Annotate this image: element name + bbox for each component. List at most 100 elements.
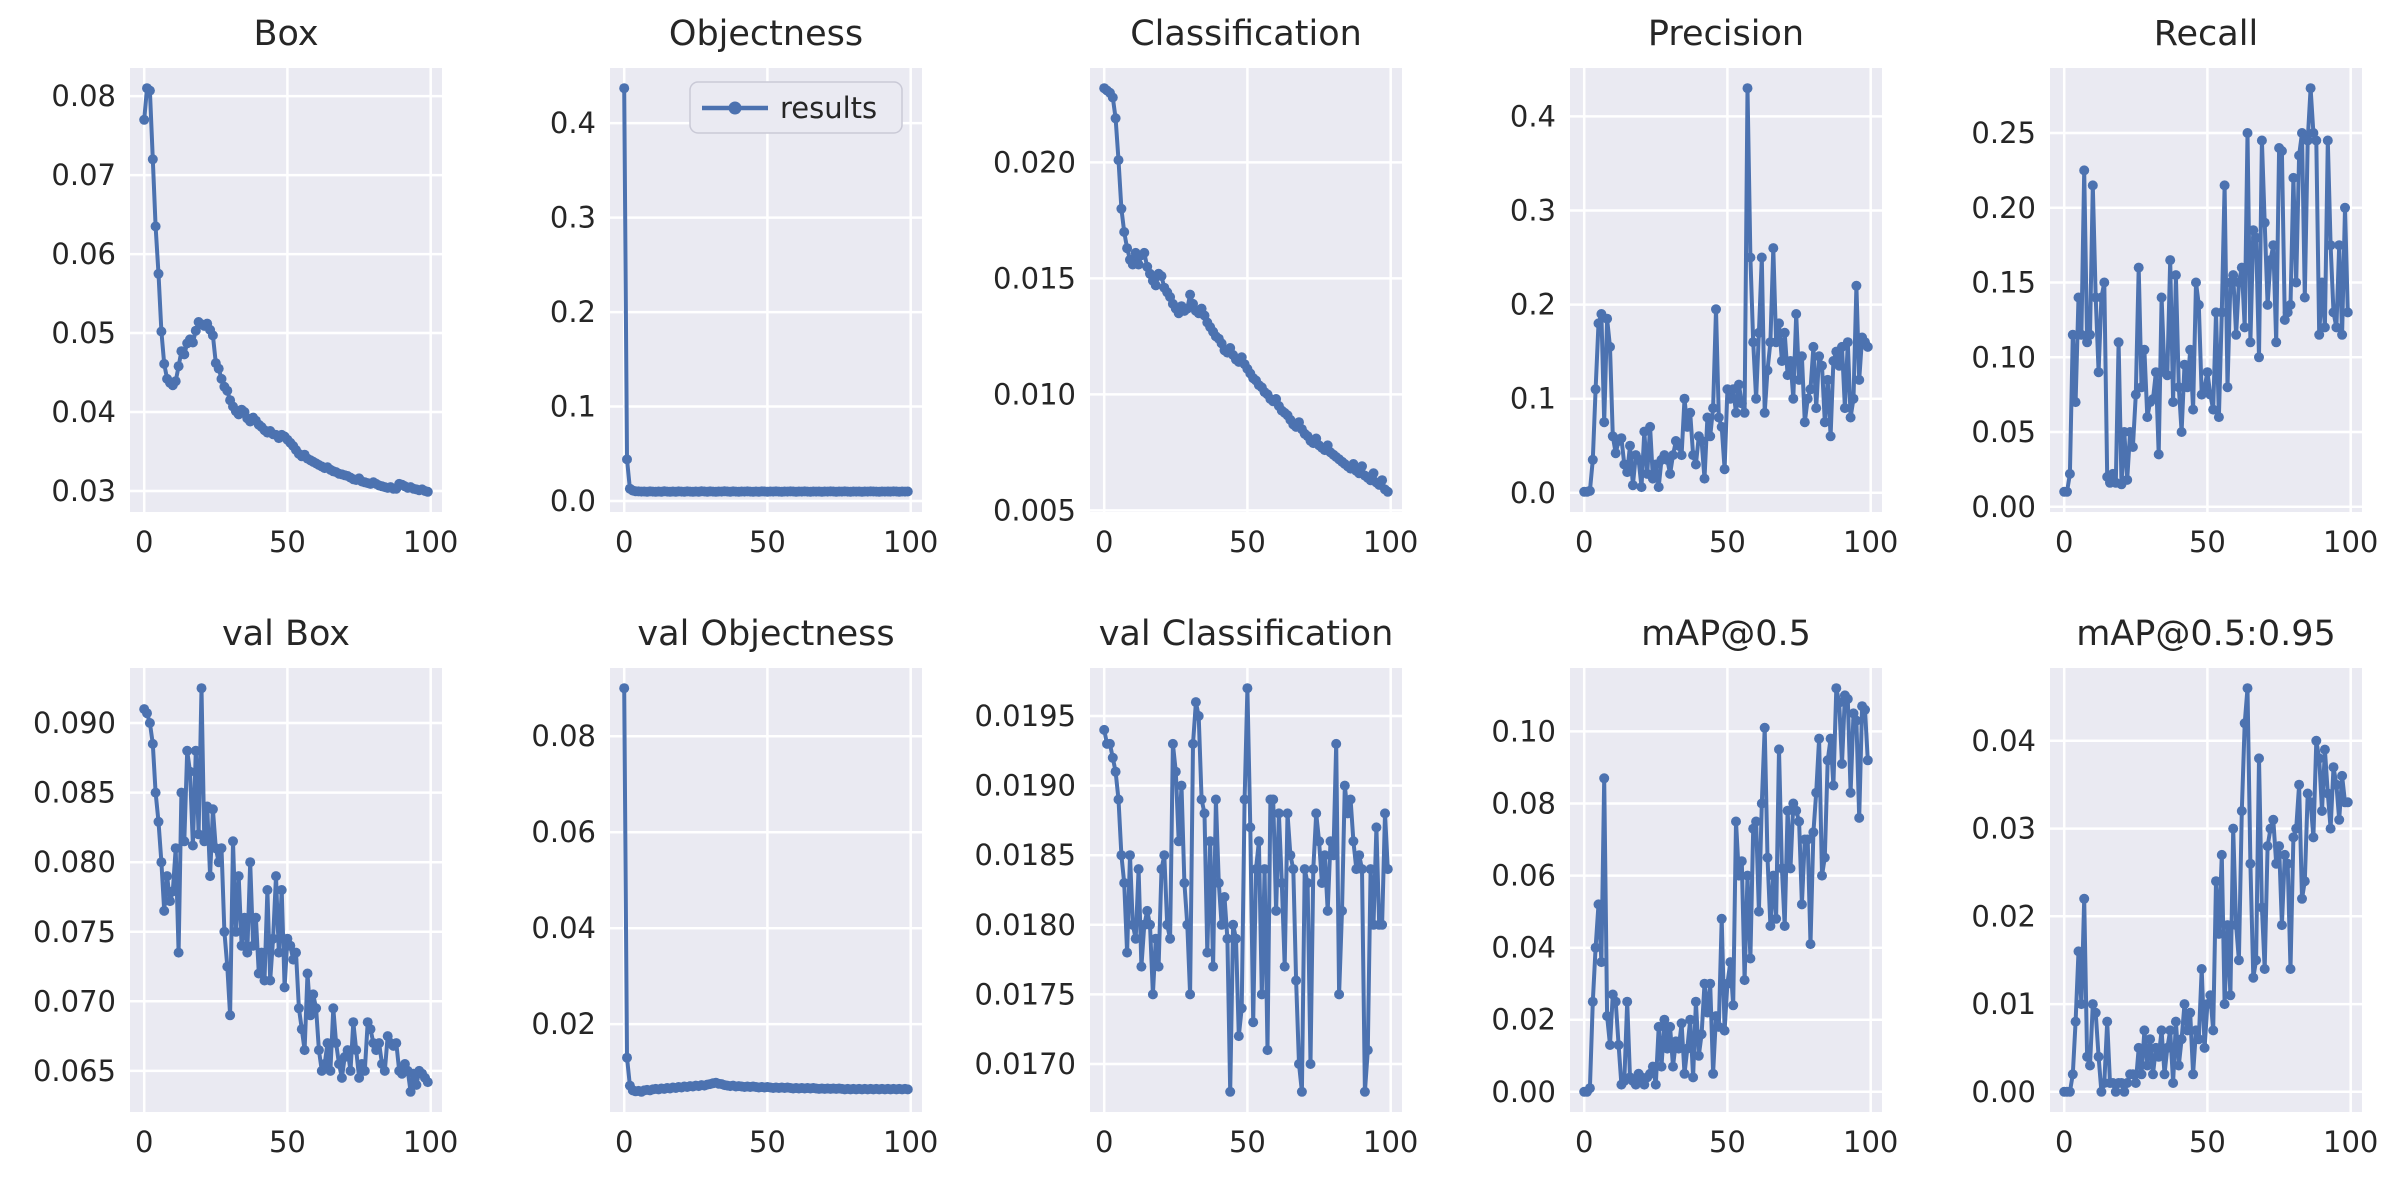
y-tick-label: 0.005	[993, 493, 1076, 527]
data-point	[193, 829, 204, 840]
data-point	[1348, 836, 1359, 847]
data-point	[1731, 816, 1741, 827]
data-point	[1190, 697, 1201, 708]
data-point	[1593, 899, 1604, 910]
data-point	[2334, 814, 2345, 825]
data-point	[1688, 1072, 1699, 1083]
data-point	[1768, 870, 1779, 881]
data-point	[2239, 322, 2250, 333]
data-point	[1668, 450, 1678, 461]
y-tick-label: 0.01	[1971, 987, 2036, 1021]
y-tick-label: 0.015	[993, 261, 1076, 295]
data-point	[2311, 735, 2322, 746]
subplot-val-classification: val Classification 0.0170 0.0175 0.0180 0.01…	[975, 614, 1419, 1159]
data-point	[2233, 277, 2244, 288]
data-point	[2231, 329, 2242, 340]
data-point	[1650, 1079, 1661, 1090]
data-point	[2322, 788, 2333, 799]
data-point	[2122, 474, 2133, 485]
data-point	[1587, 996, 1598, 1007]
y-tick-label: 0.4	[550, 106, 596, 140]
data-point	[1736, 398, 1747, 409]
data-point	[248, 940, 259, 951]
x-tick-label: 100	[403, 525, 458, 559]
data-point	[1668, 1061, 1678, 1072]
data-point	[2325, 240, 2336, 251]
data-point	[1693, 1050, 1704, 1061]
data-point	[1622, 467, 1633, 478]
data-point	[1811, 787, 1822, 798]
data-point	[2251, 232, 2262, 243]
data-point	[1656, 1061, 1667, 1072]
data-point	[187, 337, 198, 348]
y-tick-label: 0.090	[33, 706, 116, 740]
data-point	[228, 836, 238, 847]
y-tick-label: 0.04	[1491, 931, 1556, 965]
data-point	[619, 683, 630, 694]
data-point	[1142, 905, 1153, 916]
data-point	[2156, 1025, 2167, 1036]
data-point	[1107, 752, 1118, 763]
data-point	[2145, 1034, 2156, 1045]
data-point	[2262, 841, 2273, 852]
data-point	[2251, 955, 2262, 966]
data-point	[2279, 849, 2290, 860]
data-point	[1616, 433, 1627, 444]
data-point	[2328, 307, 2339, 318]
data-point	[1848, 393, 1859, 404]
y-tick-label: 0.0180	[975, 908, 1076, 942]
data-point	[2319, 322, 2330, 333]
data-point	[2274, 841, 2285, 852]
data-point	[2082, 337, 2093, 348]
data-point	[1662, 1043, 1673, 1054]
data-point	[2090, 1007, 2101, 1018]
data-point	[2282, 307, 2293, 318]
data-point	[1862, 755, 1873, 766]
series-line	[142, 686, 430, 1094]
data-point	[1791, 805, 1802, 816]
x-tick-label: 0	[1095, 525, 1113, 559]
data-point	[1319, 850, 1330, 861]
data-point	[1133, 259, 1144, 270]
data-point	[250, 912, 261, 923]
subplot-title: val Objectness	[637, 614, 894, 654]
data-point	[1759, 407, 1770, 418]
x-tick-label: 0	[135, 1125, 153, 1159]
data-point	[2185, 1007, 2196, 1018]
data-point	[1636, 482, 1647, 493]
y-tick-label: 0.075	[33, 915, 116, 949]
x-tick-label: 0	[1095, 1125, 1113, 1159]
data-point	[1610, 996, 1621, 1007]
data-point	[1845, 787, 1856, 798]
data-point	[1762, 852, 1773, 863]
data-point	[1782, 805, 1793, 816]
data-point	[2153, 449, 2164, 460]
data-point	[2199, 382, 2210, 393]
data-point	[1828, 780, 1839, 791]
axes-background	[610, 68, 922, 512]
series-results	[2059, 83, 2353, 497]
data-point	[1193, 711, 1204, 721]
axes-background	[610, 668, 922, 1112]
data-point	[159, 905, 170, 916]
data-point	[1699, 473, 1710, 484]
data-point	[1739, 975, 1750, 986]
data-point	[2265, 255, 2276, 266]
y-tick-label: 0.10	[1971, 340, 2036, 374]
y-tick-label: 0.02	[1491, 1003, 1556, 1037]
data-point	[1125, 850, 1135, 861]
data-point	[1279, 961, 1290, 972]
subplot-title: mAP@0.5	[1641, 614, 1811, 654]
data-point	[1127, 919, 1138, 930]
data-point	[150, 787, 161, 798]
data-point	[1602, 1011, 1613, 1022]
gridlines	[2050, 68, 2362, 512]
data-point	[239, 912, 250, 923]
data-point	[2176, 427, 2187, 437]
subplot-recall: Recall 0.00 0.05 0.10 0.15 0.20 0.25 0 50 100	[1971, 14, 2378, 559]
data-point	[2196, 964, 2207, 974]
data-point	[305, 1010, 316, 1021]
data-point	[2242, 128, 2253, 138]
data-point	[1748, 337, 1759, 348]
data-point	[1831, 683, 1842, 694]
